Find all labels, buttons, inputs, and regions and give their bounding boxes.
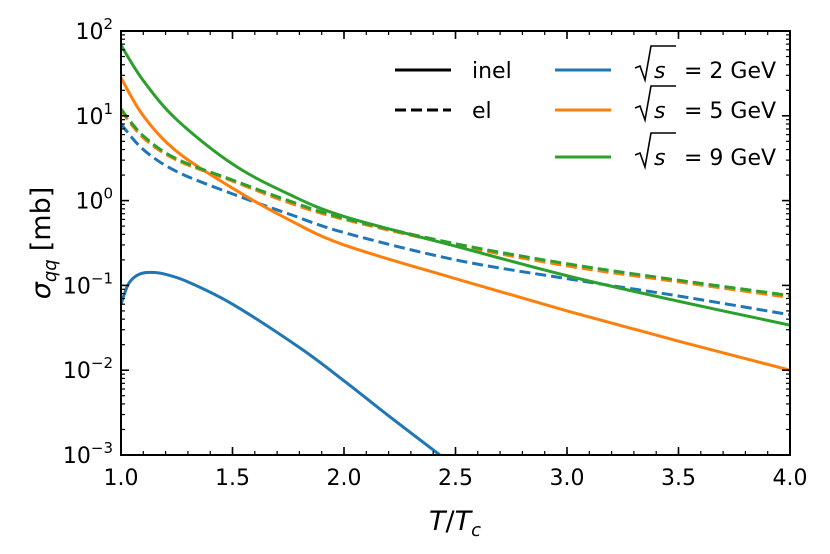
series-line-s-5-gev-inel-2 (121, 77, 790, 372)
series-line-s-5-gev-el-3 (121, 109, 790, 299)
x-tick-label: 2.0 (327, 466, 362, 491)
plot-frame (120, 30, 791, 456)
y-tick-label: 10−3 (63, 439, 113, 469)
legend-s-2gev: s (654, 59, 665, 84)
legend-label-5gev: = 5 GeV (684, 99, 776, 124)
y-tick-label: 10−2 (63, 354, 113, 384)
ticks-layer: 1.0 1.5 2.0 2.5 3.0 3.5 4.0 10−3 10−2 10−1 100 101 1… (63, 15, 808, 491)
x-tick-label: 3.0 (550, 466, 585, 491)
series-layer (121, 44, 790, 455)
x-tick-label: 1.0 (104, 466, 139, 491)
legend-label-2gev: = 2 GeV (684, 59, 776, 84)
series-line-s-2-gev-inel-0 (121, 270, 441, 455)
legend-s-9gev: s (654, 146, 665, 171)
x-axis-title: T/Tc (429, 506, 481, 541)
series-line-s-2-gev-el-1 (121, 123, 790, 317)
y-tick-label: 10−1 (63, 269, 113, 299)
y-tick-label: 102 (75, 15, 113, 45)
legend-sqrt-9gev (634, 132, 676, 171)
x-tick-label: 4.0 (773, 466, 808, 491)
y-axis-title: σqq[mb] (26, 187, 61, 300)
x-tick-label: 2.5 (438, 466, 473, 491)
y-tick-label: 100 (75, 185, 113, 215)
legend-label-inel: inel (472, 59, 512, 84)
legend: inel el s = 2 GeV s = 5 GeV s = 9 GeV (395, 45, 776, 171)
x-tick-label: 3.5 (661, 466, 696, 491)
legend-sqrt-2gev (634, 45, 676, 84)
x-tick-label: 1.5 (215, 466, 250, 491)
legend-sqrt-5gev (634, 85, 676, 124)
legend-label-9gev: = 9 GeV (684, 146, 776, 171)
series-line-s-9-gev-inel-4 (121, 44, 790, 327)
legend-label-el: el (472, 99, 492, 124)
series-line-s-9-gev-el-5 (121, 108, 790, 297)
legend-s-5gev: s (654, 99, 665, 124)
y-tick-label: 101 (75, 100, 113, 130)
